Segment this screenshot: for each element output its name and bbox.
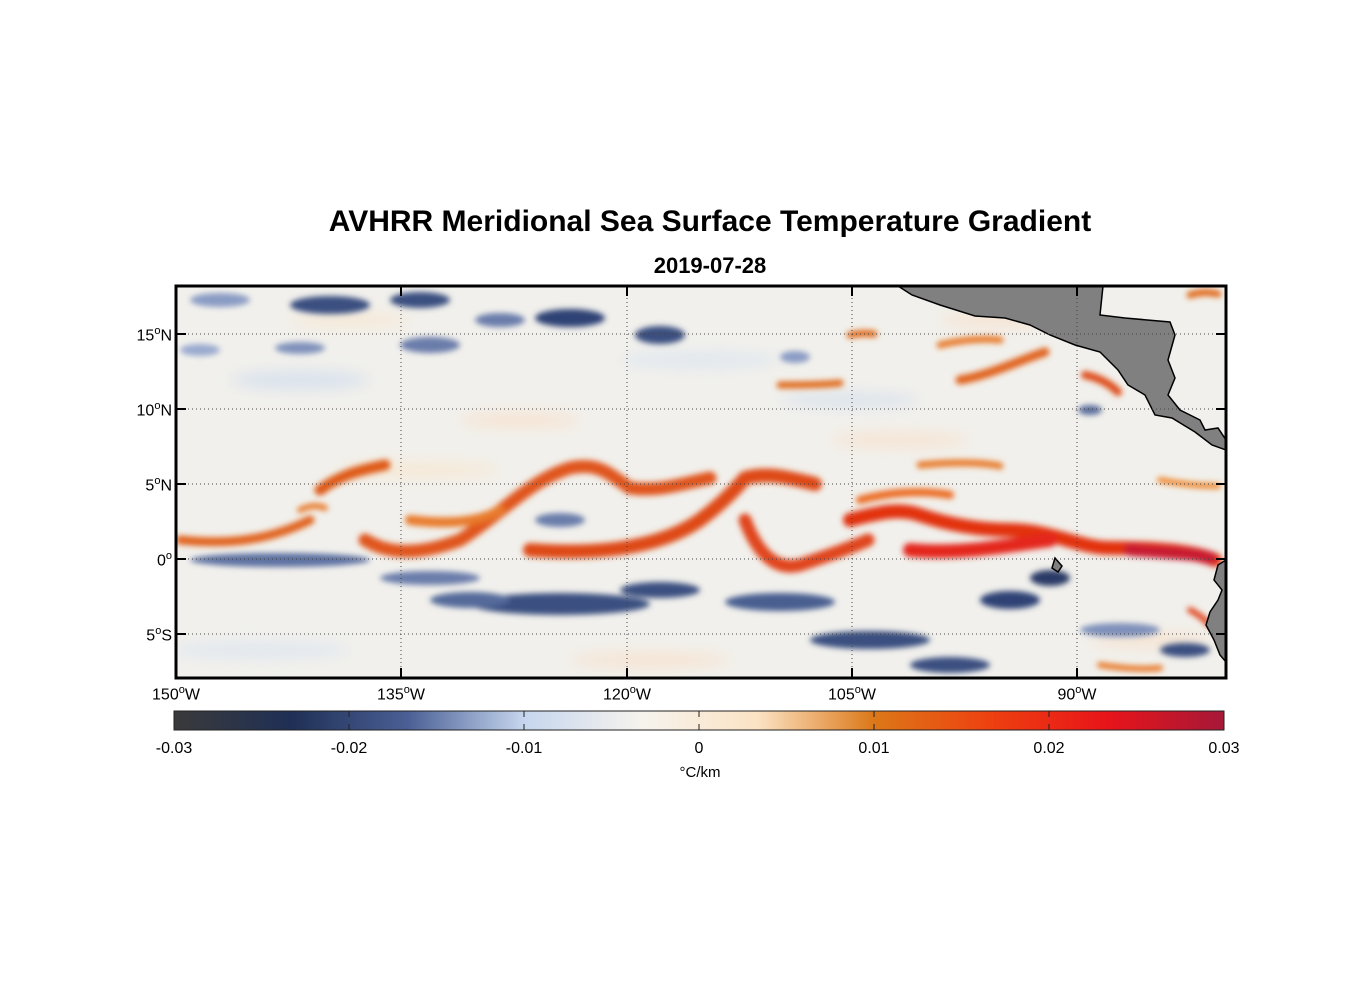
map-frame bbox=[174, 284, 1228, 680]
south-america-coast bbox=[1205, 559, 1226, 664]
lat-tick-label: 15oN bbox=[136, 325, 172, 345]
colorbar-tick-label: 0 bbox=[694, 740, 704, 757]
lat-tick-label: 0o bbox=[156, 550, 172, 570]
lon-tick-label: 120oW bbox=[603, 684, 651, 704]
map-title: AVHRR Meridional Sea Surface Temperature… bbox=[328, 205, 1092, 238]
land-masses bbox=[896, 286, 1226, 664]
lat-tick-label: 10oN bbox=[136, 400, 172, 420]
colorbar-tick-label: -0.03 bbox=[155, 740, 193, 757]
lat-tick-label: 5oS bbox=[146, 625, 172, 645]
warm-fronts bbox=[176, 289, 1222, 672]
map-field bbox=[176, 286, 1226, 678]
cold-features bbox=[180, 292, 1210, 673]
lon-tick-label: 105oW bbox=[828, 684, 876, 704]
map-subtitle: 2019-07-28 bbox=[653, 253, 767, 278]
colorbar-tick-label: -0.02 bbox=[330, 740, 368, 757]
lon-tick-label: 150oW bbox=[152, 684, 200, 704]
galapagos-islands bbox=[1051, 556, 1063, 574]
graticule bbox=[176, 286, 1226, 678]
colorbar-tick-label: -0.01 bbox=[505, 740, 543, 757]
lon-tick-label: 135oW bbox=[377, 684, 425, 704]
lon-tick-label: 90oW bbox=[1057, 684, 1097, 704]
colorbar-tick-label: 0.03 bbox=[1208, 740, 1240, 757]
frame-ticks bbox=[176, 286, 1226, 678]
colorbar-tick-label: 0.02 bbox=[1033, 740, 1065, 757]
lat-tick-label: 5oN bbox=[145, 475, 172, 495]
colorbar-ticks bbox=[173, 711, 1225, 730]
colorbar-tick-label: 0.01 bbox=[858, 740, 890, 757]
central-america bbox=[896, 286, 1226, 451]
colorbar-units: °C/km bbox=[679, 764, 721, 781]
